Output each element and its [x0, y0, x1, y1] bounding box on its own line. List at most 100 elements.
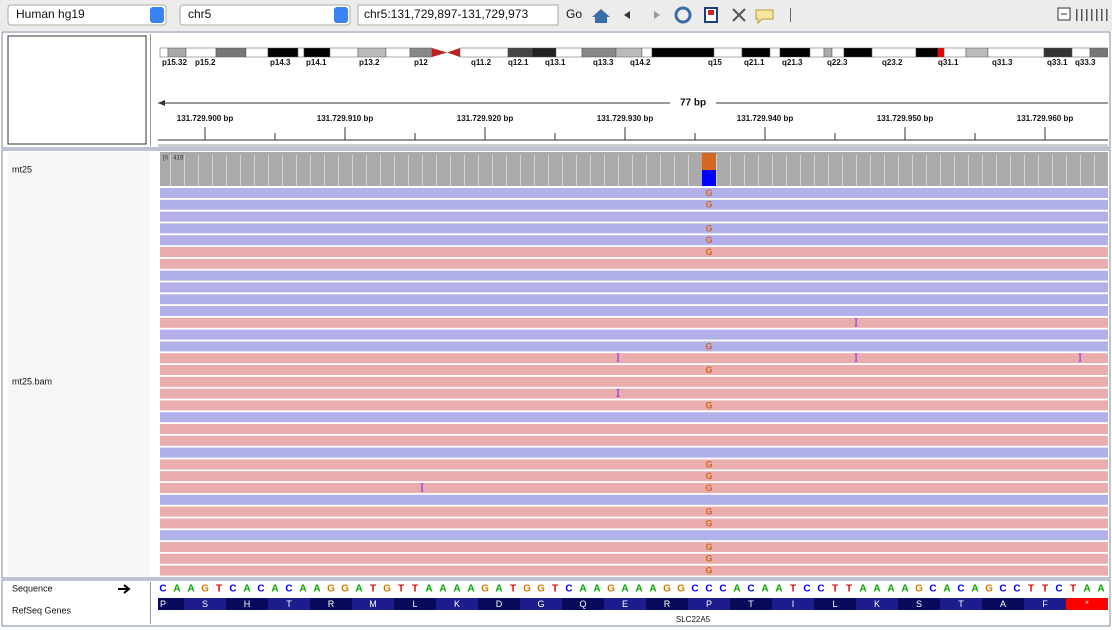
- cytoband: [741, 47, 771, 58]
- base: C: [929, 584, 936, 595]
- base: A: [355, 584, 362, 595]
- codon: [730, 598, 772, 610]
- base: C: [565, 584, 572, 595]
- base: A: [943, 584, 950, 595]
- coverage-stripe: [506, 155, 507, 186]
- coverage-stripe: [632, 155, 633, 186]
- base: G: [383, 584, 391, 595]
- base: T: [216, 584, 222, 595]
- base: A: [1097, 584, 1104, 595]
- genome-dropdown[interactable]: [7, 4, 167, 26]
- codon: [688, 598, 730, 610]
- locus: chr5:131,729,897-131,729,973: [364, 7, 528, 21]
- coverage-stripe: [408, 155, 409, 186]
- base: A: [425, 584, 432, 595]
- coverage-stripe: [478, 155, 479, 186]
- read: [160, 494, 1108, 505]
- coverage-stripe: [548, 155, 549, 186]
- base: G: [537, 584, 545, 595]
- base: A: [733, 584, 740, 595]
- read: [160, 306, 1108, 316]
- base: A: [859, 584, 866, 595]
- base: A: [173, 584, 180, 595]
- cytoband: [1071, 47, 1091, 58]
- cytoband: [987, 47, 1045, 58]
- read: [160, 270, 1108, 281]
- back-icon[interactable]: [624, 11, 630, 19]
- cytoband: [531, 47, 557, 58]
- band-label: p13.2: [359, 58, 380, 67]
- coverage-stripe: [366, 155, 367, 186]
- resize-icon[interactable]: [732, 8, 746, 22]
- read: [160, 435, 1108, 446]
- go-button[interactable]: Go: [566, 7, 582, 21]
- base: A: [901, 584, 908, 595]
- cytoband: [409, 47, 433, 58]
- mismatch: G: [705, 188, 712, 198]
- insertion: I: [616, 352, 620, 365]
- refresh-icon[interactable]: [674, 6, 692, 24]
- coverage-stripe: [772, 155, 773, 186]
- track-name: mt25.bam: [12, 376, 52, 386]
- base: C: [747, 584, 754, 595]
- mismatch: G: [705, 341, 712, 351]
- base: A: [635, 584, 642, 595]
- base: T: [832, 584, 838, 595]
- coverage-stripe: [870, 155, 871, 186]
- insertion: I: [854, 352, 858, 365]
- base: C: [803, 584, 810, 595]
- read: [160, 353, 1108, 364]
- forward-icon[interactable]: [654, 11, 660, 19]
- read: [160, 506, 1108, 517]
- strand-arrow[interactable]: [118, 584, 131, 594]
- band-label: q13.1: [545, 58, 566, 67]
- base: C: [705, 584, 712, 595]
- locus-box[interactable]: [357, 4, 559, 26]
- read: [160, 282, 1108, 293]
- codon: [898, 598, 940, 610]
- popup-icon[interactable]: [755, 9, 774, 25]
- cytoband: [185, 47, 217, 58]
- band-label: p15.32: [162, 58, 187, 67]
- coverage-stripe: [996, 155, 997, 186]
- chromosome-dropdown[interactable]: [179, 4, 351, 26]
- codon: [1024, 598, 1066, 610]
- base: A: [439, 584, 446, 595]
- amino-acid: A: [1000, 599, 1006, 609]
- toolbar-icons: [592, 6, 1108, 25]
- zoom-slider[interactable]: [1076, 9, 1108, 21]
- codon: [604, 598, 646, 610]
- insertion: I: [1078, 352, 1082, 365]
- band-label: q31.1: [938, 58, 959, 67]
- coverage-stripe: [1080, 155, 1081, 186]
- mismatch: G: [705, 506, 712, 516]
- base: T: [398, 584, 404, 595]
- amino-acid: L: [412, 599, 417, 609]
- cytoband: [167, 47, 187, 58]
- base: C: [957, 584, 964, 595]
- read: [160, 459, 1108, 470]
- centromere: [432, 48, 447, 57]
- mismatch: G: [705, 554, 712, 564]
- coverage-stripe: [352, 155, 353, 186]
- amino-acid: T: [286, 599, 292, 609]
- home-icon[interactable]: [592, 9, 610, 23]
- dropdown-button[interactable]: [334, 7, 348, 23]
- band-label: q21.1: [744, 58, 765, 67]
- amino-acid: S: [916, 599, 922, 609]
- amino-acid: R: [664, 599, 671, 609]
- coverage-stripe: [450, 155, 451, 186]
- dropdown-button[interactable]: [150, 7, 164, 23]
- insertion: I: [854, 316, 858, 329]
- base: G: [341, 584, 349, 595]
- band-label: q33.3: [1075, 58, 1096, 67]
- read: [160, 341, 1108, 352]
- coverage-bar: [160, 152, 1108, 186]
- base: C: [817, 584, 824, 595]
- base: T: [790, 584, 796, 595]
- cytoband: [943, 47, 967, 58]
- band-label: q13.3: [593, 58, 614, 67]
- coverage-stripe: [394, 155, 395, 186]
- read: [160, 317, 1108, 328]
- band-label: q21.3: [782, 58, 803, 67]
